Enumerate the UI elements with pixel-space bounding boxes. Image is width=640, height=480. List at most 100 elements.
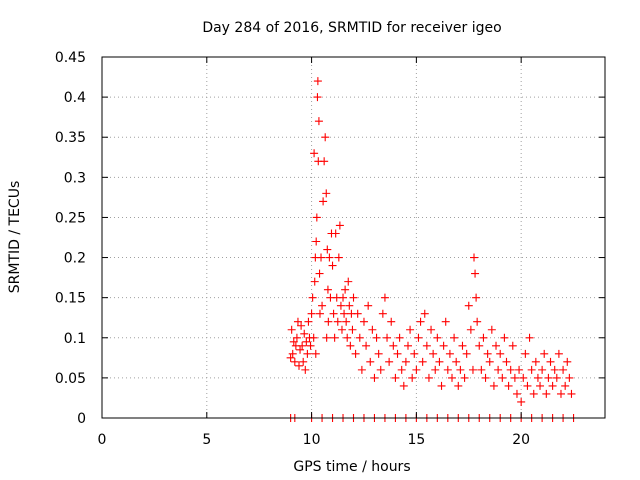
data-point xyxy=(376,365,385,374)
y-tick-label: 0.25 xyxy=(55,210,86,226)
data-point xyxy=(410,349,419,358)
data-point xyxy=(389,341,398,350)
data-point xyxy=(325,253,334,262)
data-point xyxy=(498,373,507,382)
data-point xyxy=(308,293,317,302)
data-point xyxy=(500,333,509,342)
data-point xyxy=(441,317,450,326)
data-point xyxy=(286,353,295,362)
y-tick-label: 0.1 xyxy=(64,331,86,347)
data-point xyxy=(362,341,371,350)
data-point xyxy=(346,341,355,350)
data-point xyxy=(517,397,526,406)
data-point xyxy=(466,325,475,334)
data-point xyxy=(312,213,321,222)
x-tick-label: 5 xyxy=(202,432,211,448)
data-point xyxy=(295,361,304,370)
data-point xyxy=(492,341,501,350)
data-point xyxy=(506,365,515,374)
data-point xyxy=(368,325,377,334)
data-point xyxy=(348,325,357,334)
y-tick-label: 0.2 xyxy=(64,251,86,267)
data-point xyxy=(477,365,486,374)
data-point xyxy=(289,337,298,346)
data-point xyxy=(315,269,324,278)
data-point xyxy=(439,341,448,350)
data-point xyxy=(494,365,503,374)
x-tick-label: 15 xyxy=(407,432,425,448)
data-point xyxy=(321,133,330,142)
data-point xyxy=(408,373,417,382)
y-tick-label: 0.3 xyxy=(64,170,86,186)
chart-title: Day 284 of 2016, SRMTID for receiver ige… xyxy=(202,20,501,36)
data-point xyxy=(334,253,343,262)
data-point xyxy=(479,333,488,342)
data-point xyxy=(433,333,442,342)
data-point xyxy=(302,337,311,346)
data-point xyxy=(527,365,536,374)
data-points xyxy=(286,77,578,422)
data-point xyxy=(288,349,297,358)
data-point xyxy=(320,157,329,166)
data-point xyxy=(431,365,440,374)
y-tick-label: 0.4 xyxy=(64,90,86,106)
data-point xyxy=(328,261,337,270)
data-point xyxy=(359,317,368,326)
data-point xyxy=(337,325,346,334)
data-point xyxy=(550,365,559,374)
data-point xyxy=(372,333,381,342)
data-point xyxy=(460,373,469,382)
data-point xyxy=(525,333,534,342)
y-tick-label: 0.45 xyxy=(55,50,86,66)
data-point xyxy=(395,333,404,342)
data-point xyxy=(383,333,392,342)
data-point xyxy=(489,381,498,390)
data-point xyxy=(357,365,366,374)
data-point xyxy=(540,349,549,358)
data-point xyxy=(387,317,396,326)
data-point xyxy=(304,317,313,326)
data-point xyxy=(297,321,306,330)
data-point xyxy=(437,381,446,390)
data-point xyxy=(293,317,302,326)
data-point xyxy=(380,293,389,302)
data-point xyxy=(512,389,521,398)
data-point xyxy=(462,349,471,358)
data-point xyxy=(536,381,545,390)
data-point xyxy=(345,301,354,310)
data-point xyxy=(548,381,557,390)
data-point xyxy=(471,269,480,278)
data-point xyxy=(366,357,375,366)
data-point xyxy=(399,381,408,390)
data-point xyxy=(341,285,350,294)
data-point xyxy=(521,349,530,358)
data-point xyxy=(485,357,494,366)
data-point xyxy=(454,381,463,390)
data-point xyxy=(323,245,332,254)
data-point xyxy=(319,197,328,206)
data-point xyxy=(342,317,351,326)
data-point xyxy=(397,365,406,374)
data-point xyxy=(470,253,479,262)
y-tick-label: 0 xyxy=(77,411,86,427)
data-point xyxy=(475,341,484,350)
data-point xyxy=(313,77,322,86)
data-point xyxy=(483,349,492,358)
data-point xyxy=(298,341,307,350)
data-point xyxy=(307,309,316,318)
data-point xyxy=(322,333,331,342)
data-point xyxy=(306,341,315,350)
data-point xyxy=(429,349,438,358)
data-point xyxy=(563,357,572,366)
data-point xyxy=(329,309,338,318)
data-point xyxy=(292,333,301,342)
data-point xyxy=(481,373,490,382)
data-point xyxy=(317,253,326,262)
data-point xyxy=(559,365,568,374)
data-point xyxy=(344,277,353,286)
data-point xyxy=(427,325,436,334)
data-point xyxy=(523,381,532,390)
plot-frame xyxy=(101,56,606,419)
data-point xyxy=(318,301,327,310)
data-point xyxy=(296,345,305,354)
